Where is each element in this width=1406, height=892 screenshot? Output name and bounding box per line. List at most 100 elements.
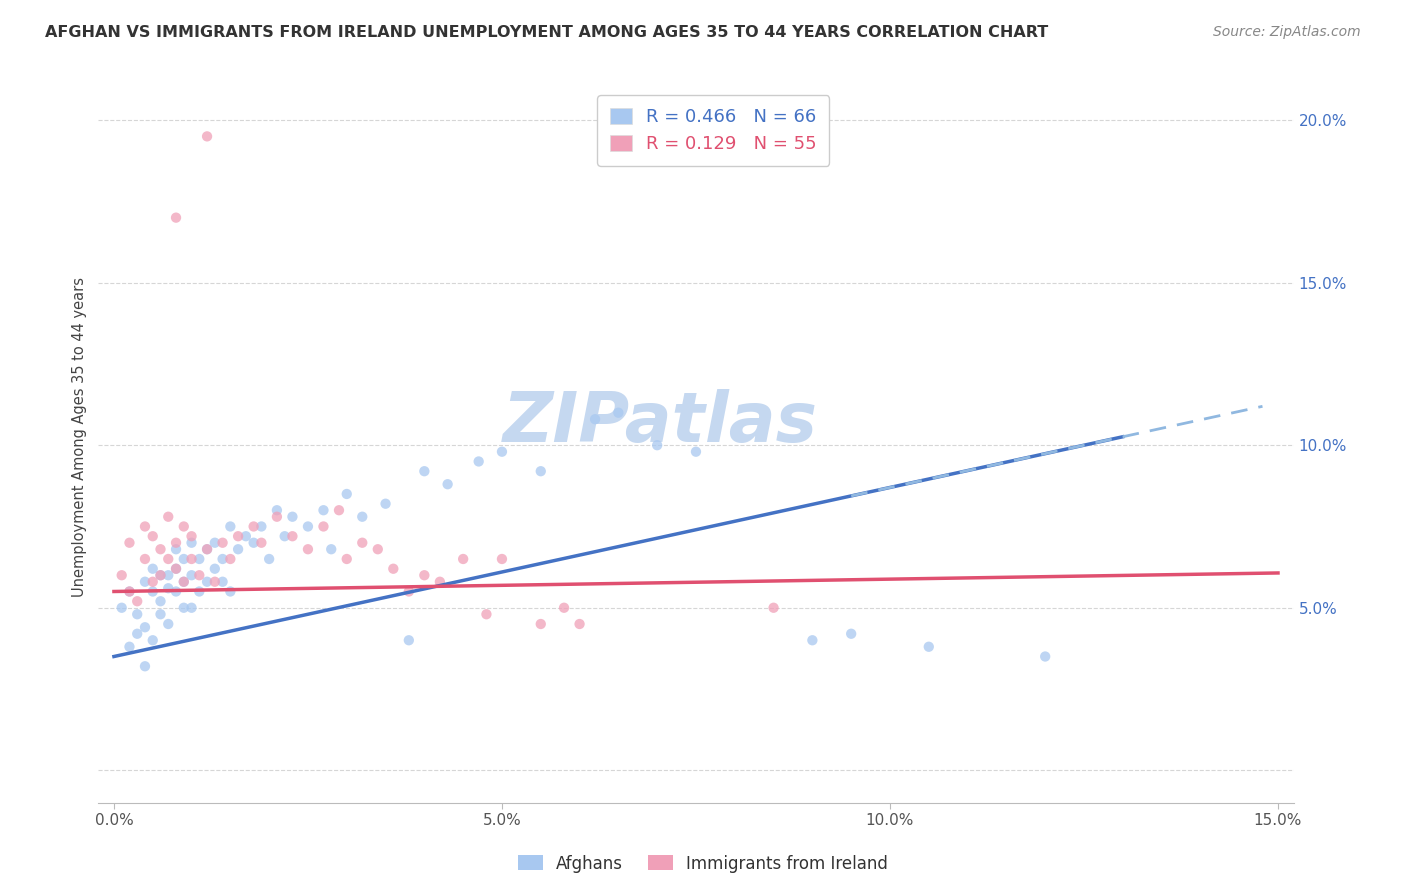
Point [281, 509, 304, 524]
Point [491, 552, 513, 566]
Point [530, 617, 553, 632]
Point [568, 617, 591, 632]
Point [127, 594, 149, 608]
Text: Source: ZipAtlas.com: Source: ZipAtlas.com [1213, 25, 1361, 39]
Point [219, 552, 242, 566]
Point [226, 542, 249, 557]
Point [436, 477, 458, 491]
Point [165, 584, 187, 599]
Point [127, 626, 149, 640]
Point [250, 535, 273, 549]
Point [204, 574, 226, 589]
Point [204, 535, 226, 549]
Point [195, 129, 218, 144]
Point [762, 600, 785, 615]
Point [211, 574, 233, 589]
Point [149, 542, 172, 557]
Point [188, 552, 211, 566]
Point [165, 535, 187, 549]
Point [149, 607, 172, 622]
Point [157, 568, 180, 582]
Point [451, 552, 474, 566]
Text: AFGHAN VS IMMIGRANTS FROM IRELAND UNEMPLOYMENT AMONG AGES 35 TO 44 YEARS CORRELA: AFGHAN VS IMMIGRANTS FROM IRELAND UNEMPL… [45, 25, 1049, 40]
Point [321, 542, 343, 557]
Y-axis label: Unemployment Among Ages 35 to 44 years: Unemployment Among Ages 35 to 44 years [72, 277, 87, 597]
Point [398, 584, 420, 599]
Point [157, 617, 180, 632]
Point [173, 574, 195, 589]
Point [352, 509, 374, 524]
Point [918, 640, 941, 654]
Point [226, 529, 249, 543]
Point [142, 574, 165, 589]
Point [266, 503, 288, 517]
Point [195, 542, 218, 557]
Point [297, 542, 319, 557]
Point [242, 535, 264, 549]
Point [188, 584, 211, 599]
Point [685, 444, 707, 458]
Point [242, 519, 264, 533]
Point [645, 438, 668, 452]
Point [118, 584, 141, 599]
Point [312, 503, 335, 517]
Point [352, 535, 374, 549]
Point [491, 444, 513, 458]
Point [173, 552, 195, 566]
Point [180, 600, 202, 615]
Point [801, 633, 824, 648]
Point [429, 574, 451, 589]
Point [111, 568, 134, 582]
Text: ZIPatlas: ZIPatlas [502, 389, 818, 456]
Point [367, 542, 389, 557]
Point [211, 535, 233, 549]
Point [839, 626, 862, 640]
Point [118, 584, 141, 599]
Point [475, 607, 498, 622]
Point [142, 529, 165, 543]
Point [142, 584, 165, 599]
Point [118, 535, 141, 549]
Point [111, 600, 134, 615]
Point [134, 574, 156, 589]
Point [134, 552, 156, 566]
Point [257, 552, 280, 566]
Point [173, 574, 195, 589]
Point [188, 568, 211, 582]
Point [211, 552, 233, 566]
Point [467, 454, 489, 468]
Point [157, 509, 180, 524]
Point [157, 552, 180, 566]
Point [398, 633, 420, 648]
Point [149, 568, 172, 582]
Point [134, 620, 156, 634]
Point [607, 406, 630, 420]
Point [336, 487, 359, 501]
Point [374, 497, 396, 511]
Point [142, 562, 165, 576]
Point [250, 519, 273, 533]
Point [583, 412, 606, 426]
Point [173, 600, 195, 615]
Point [165, 562, 187, 576]
Point [1033, 649, 1056, 664]
Point [281, 529, 304, 543]
Point [165, 542, 187, 557]
Point [336, 552, 359, 566]
Point [180, 552, 202, 566]
Point [165, 562, 187, 576]
Point [273, 529, 295, 543]
Point [312, 519, 335, 533]
Point [149, 594, 172, 608]
Point [219, 584, 242, 599]
Point [235, 529, 257, 543]
Point [180, 529, 202, 543]
Point [149, 568, 172, 582]
Point [413, 568, 436, 582]
Point [530, 464, 553, 478]
Point [413, 464, 436, 478]
Point [204, 562, 226, 576]
Legend: R = 0.466   N = 66, R = 0.129   N = 55: R = 0.466 N = 66, R = 0.129 N = 55 [598, 95, 830, 166]
Legend: Afghans, Immigrants from Ireland: Afghans, Immigrants from Ireland [510, 848, 896, 880]
Point [297, 519, 319, 533]
